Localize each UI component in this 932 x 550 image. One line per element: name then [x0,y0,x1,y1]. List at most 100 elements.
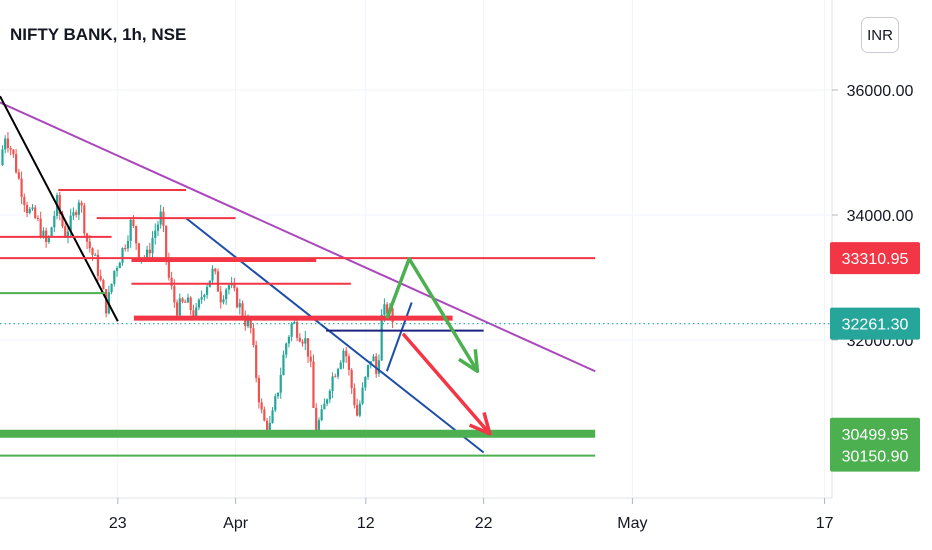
candle-body [124,247,127,249]
candle-body [197,299,200,308]
candle-body [88,241,91,249]
candle-body [336,368,340,377]
candle-body [304,338,307,344]
candle-body [391,308,394,323]
candle-body [309,356,312,362]
x-tick-label: 22 [475,515,493,532]
candle-body [380,314,383,361]
candle-body [350,370,353,389]
candle-body [91,248,94,255]
candle-body [328,390,331,400]
trend-line [0,95,119,322]
candle-body [118,262,121,269]
candle-body [151,237,154,254]
candle-body [320,409,323,421]
candle-body [31,207,34,210]
price-label-text: 30150.90 [842,449,909,466]
trend-line [385,302,413,372]
x-tick-label: 17 [816,515,834,532]
candle-body [173,285,176,303]
candle-body [312,361,315,408]
candle-body [282,354,285,375]
candle-body [94,254,97,256]
arrow-path [385,257,479,373]
candle-body [227,285,231,290]
symbol-title: NIFTY BANK, 1h, NSE [10,25,187,44]
candle-body [154,230,157,238]
price-label-text: 33310.95 [842,251,909,268]
candle-body [235,288,239,308]
drawings [0,95,832,457]
candle-body [1,149,4,165]
candle-body [222,299,225,303]
candle-body [271,410,274,423]
candle-body [148,249,151,254]
candle-body [238,303,241,308]
candle-body [241,303,244,318]
candle-body [285,343,288,355]
candle-body [323,403,326,410]
candle-body [184,301,187,303]
candle-body [331,376,334,391]
candle-body [211,268,214,281]
x-tick-label: Apr [223,515,249,532]
candle-body [268,422,271,431]
candle-body [145,249,149,259]
candle-body [326,399,329,404]
candle-body [279,374,282,393]
candle-body [200,297,203,300]
candle-body [17,172,20,179]
candle-body [121,247,124,263]
candle-body [361,387,364,404]
price-labels: 33310.95 32261.30 30499.95 30150.90 [830,242,920,472]
candle-body [178,298,181,316]
candle-body [342,350,345,363]
candle-body [47,236,50,243]
candle-body [290,323,293,337]
candle-body [115,268,119,271]
price-label-text: 30499.95 [842,427,909,444]
candle-body [175,302,179,316]
candle-body [77,202,80,215]
candle-body [83,205,86,234]
price-label-box [830,242,920,275]
y-tick-label: 34000.00 [847,208,914,225]
candle-body [72,212,75,216]
candle-body [15,154,18,173]
candle-body [306,338,310,357]
candle-body [298,337,301,342]
candle-body [181,298,184,302]
candle-body [135,226,138,244]
time-axis[interactable]: 23 Apr 12 22 May 17 [109,498,834,532]
candle-body [66,231,70,237]
candle-body [205,287,209,295]
candle-body [195,307,198,317]
arrow-head [457,349,480,373]
candle-body [137,243,140,260]
candle-body [249,319,252,329]
candle-body [287,336,291,344]
candle-body [372,356,375,362]
candle-body [113,270,116,284]
grid-lines [0,0,832,498]
candle-body [192,310,195,317]
candle-body [69,215,72,232]
candle-body [34,207,37,218]
candle-body [345,350,348,357]
candle-body [219,291,222,303]
candle-body [129,219,132,241]
candle-body [36,217,40,219]
candle-body [170,277,173,286]
candle-body [75,212,78,215]
candle-body [347,356,351,371]
candle-body [296,321,299,338]
candle-body [50,227,53,237]
candle-body [276,392,280,397]
candle-body [339,362,342,369]
currency-button[interactable]: INR [861,17,899,53]
candle-body [23,196,26,205]
candle-body [167,257,170,278]
x-tick-label: 23 [109,515,127,532]
